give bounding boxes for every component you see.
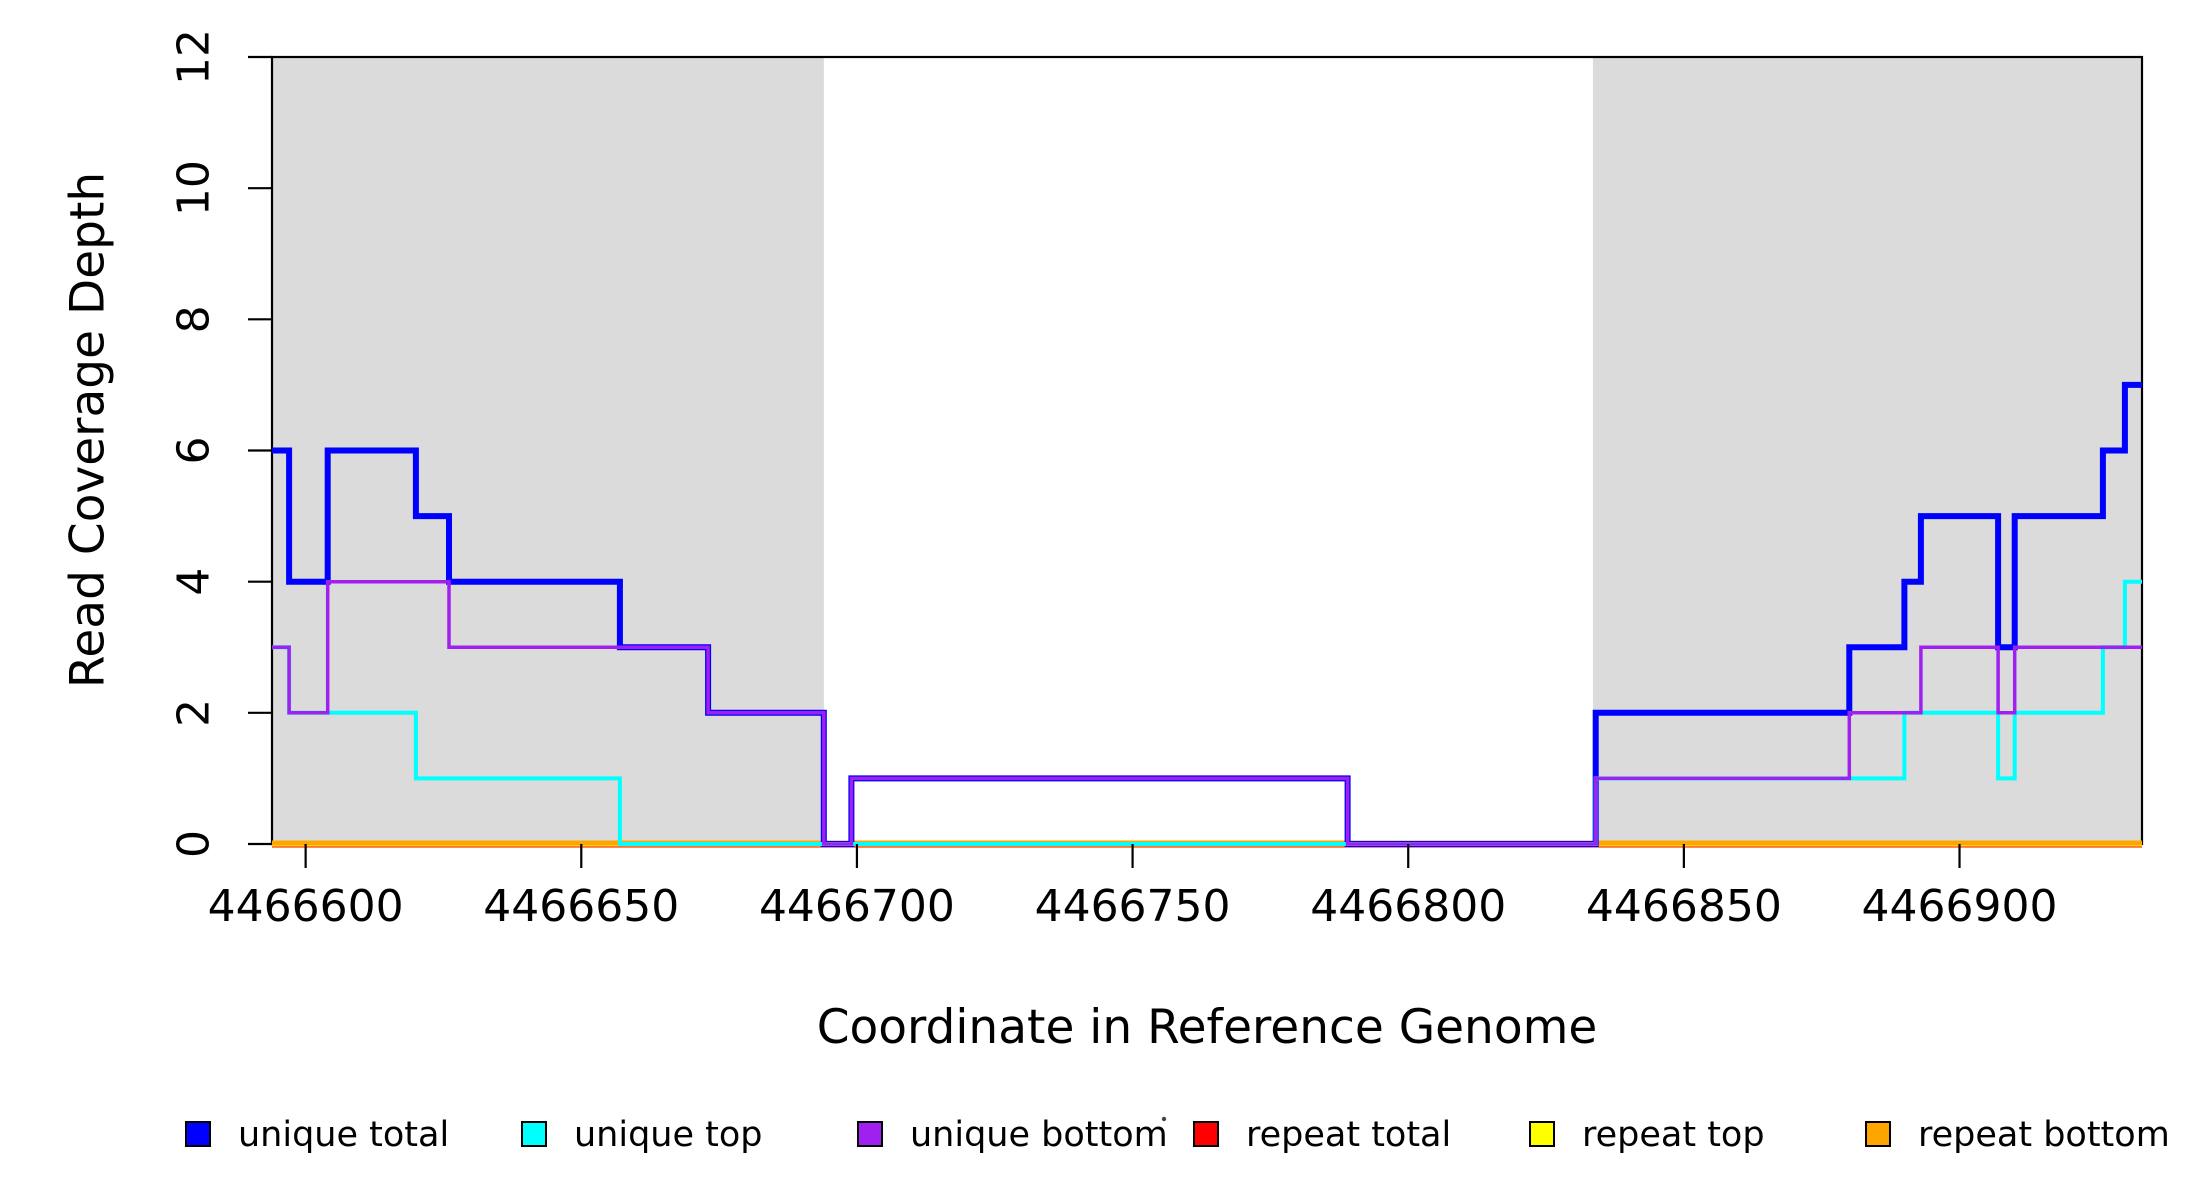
series-unique-top-line bbox=[272, 579, 2142, 846]
legend-item-unique-bottom: unique bottom bbox=[857, 1115, 1168, 1155]
legend-swatch-repeat-total bbox=[1193, 1121, 1219, 1147]
legend-swatch-unique-total bbox=[185, 1121, 211, 1147]
x-tick-label: 4466750 bbox=[1035, 881, 1231, 932]
legend-swatch-repeat-bottom bbox=[1865, 1121, 1891, 1147]
y-tick-label: 0 bbox=[169, 830, 220, 858]
y-tick-label: 2 bbox=[169, 699, 220, 727]
legend-item-repeat-top: repeat top bbox=[1529, 1115, 1765, 1155]
x-axis-title: Coordinate in Reference Genome bbox=[817, 1000, 1598, 1055]
y-tick-label: 6 bbox=[169, 437, 220, 465]
legend-swatch-unique-top bbox=[521, 1121, 547, 1147]
y-tick-label: 4 bbox=[169, 568, 220, 596]
legend-item-repeat-total: repeat total bbox=[1193, 1115, 1451, 1155]
legend-label: unique bottom bbox=[910, 1115, 1168, 1155]
legend-item-unique-top: unique top bbox=[521, 1115, 763, 1155]
legend-label: repeat bottom bbox=[1918, 1115, 2170, 1155]
series-lines bbox=[272, 381, 2142, 848]
legend-label: unique top bbox=[574, 1115, 763, 1155]
x-tick-label: 4466600 bbox=[208, 881, 404, 932]
legend-label: repeat total bbox=[1246, 1115, 1451, 1155]
x-tick-label: 4466700 bbox=[759, 881, 955, 932]
legend-swatch-unique-bottom bbox=[857, 1121, 883, 1147]
legend-swatch-repeat-top bbox=[1529, 1121, 1555, 1147]
x-tick-label: 4466900 bbox=[1862, 881, 2058, 932]
series-unique-bottom-line bbox=[272, 579, 2142, 846]
x-tick-label: 4466800 bbox=[1310, 881, 1506, 932]
x-axis: 4466600 4466650 4466700 4466750 4466800 44668… bbox=[208, 844, 2058, 932]
legend-item-repeat-bottom: repeat bottom bbox=[1865, 1115, 2170, 1155]
shaded-regions bbox=[272, 57, 2142, 844]
artifact-dot bbox=[1161, 1116, 1167, 1122]
y-tick-label: 12 bbox=[169, 29, 220, 85]
legend: unique total unique top unique bottom repea… bbox=[185, 1115, 2170, 1155]
y-axis: 0 2 4 6 8 10 12 bbox=[169, 29, 272, 858]
x-tick-label: 4466850 bbox=[1586, 881, 1782, 932]
x-tick-label: 4466650 bbox=[483, 881, 679, 932]
legend-label: unique total bbox=[238, 1115, 449, 1155]
y-axis-title: Read Coverage Depth bbox=[61, 172, 116, 688]
legend-label: repeat top bbox=[1582, 1115, 1765, 1155]
legend-item-unique-total: unique total bbox=[185, 1115, 449, 1155]
y-tick-label: 8 bbox=[169, 305, 220, 333]
y-tick-label: 10 bbox=[169, 160, 220, 216]
shaded-region-1 bbox=[1592, 57, 2142, 844]
